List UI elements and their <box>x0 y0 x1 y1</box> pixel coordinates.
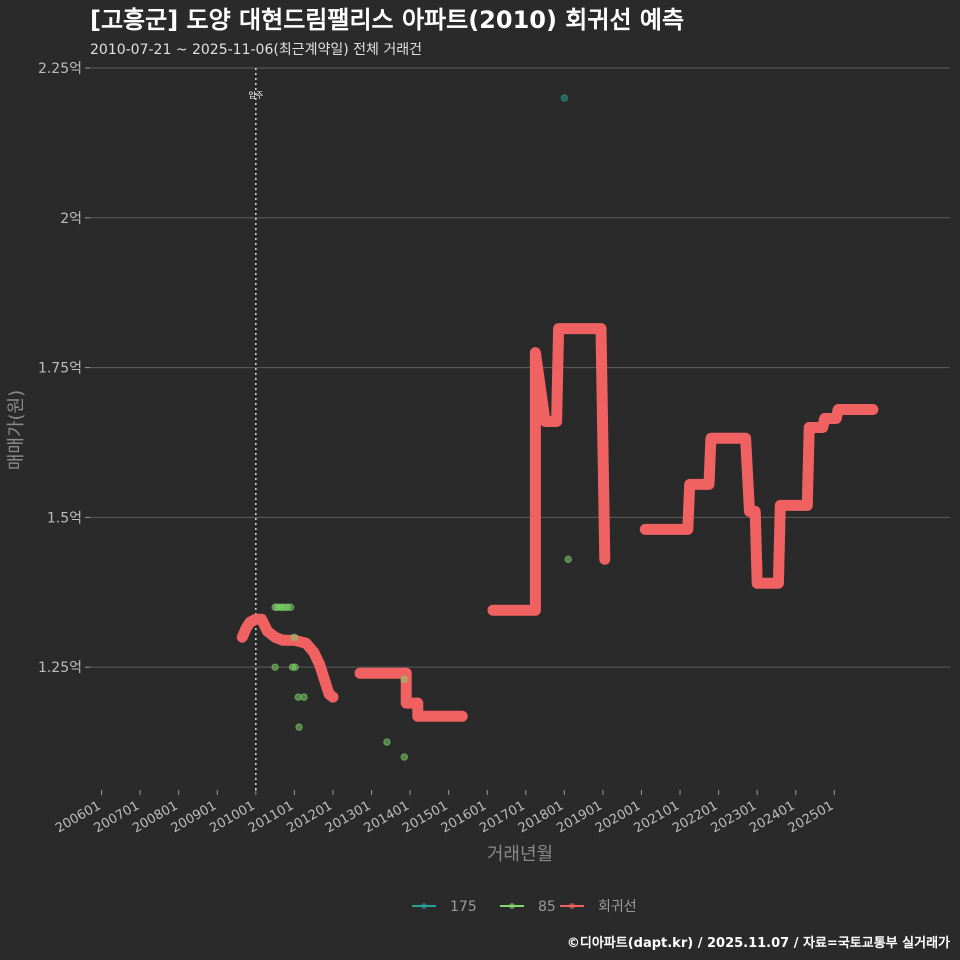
data-point-85 <box>400 675 409 683</box>
regression-line-segment <box>236 613 339 703</box>
caption: ©디아파트(dapt.kr) / 2025.11.07 / 자료=국토교통부 실… <box>567 935 950 951</box>
data-point-85 <box>271 663 279 671</box>
legend-key-dot <box>421 903 427 909</box>
y-axis-label: 매매가(원) <box>6 390 27 470</box>
y-tick-label: 1.25억 <box>38 660 82 676</box>
y-tick-label: 2.25억 <box>38 61 82 77</box>
x-axis-ticks: 2006012007012008012009012010012011012012… <box>53 790 836 836</box>
data-point-175 <box>560 94 569 102</box>
regression-line-group <box>236 323 879 722</box>
data-point-85 <box>291 663 299 671</box>
y-tick-label: 2억 <box>60 211 82 227</box>
legend-key-dot <box>509 903 515 909</box>
legend-label: 회귀선 <box>598 899 637 915</box>
legend-label: 85 <box>538 899 556 915</box>
regression-line-segment <box>354 667 468 722</box>
data-point-85 <box>564 555 572 564</box>
legend-label: 175 <box>450 899 477 915</box>
data-point-85 <box>383 738 391 746</box>
regression-line-segment <box>639 404 879 589</box>
data-point-85 <box>400 753 409 761</box>
annotation-group: 입주 <box>248 68 263 790</box>
legend: 175 85 회귀선 <box>412 899 637 915</box>
data-point-85 <box>290 633 299 641</box>
regression-line-segment <box>487 323 611 616</box>
data-point-85 <box>295 723 303 731</box>
chart-subtitle: 2010-07-21 ~ 2025-11-06(최근계약일) 전체 거래건 <box>90 42 422 58</box>
legend-key-dot <box>569 903 575 909</box>
y-tick-label: 1.75억 <box>38 361 82 377</box>
y-tick-label: 1.5억 <box>47 510 82 526</box>
x-axis-label: 거래년월 <box>487 844 553 865</box>
grid <box>90 67 950 668</box>
chart-title: [고흥군] 도양 대현드림팰리스 아파트(2010) 회귀선 예측 <box>90 6 684 34</box>
points-group <box>271 94 572 761</box>
y-axis-ticks: 1.25억 1.5억 1.75억 2억 2.25억 <box>38 61 90 676</box>
move-in-label: 입주 <box>248 91 263 100</box>
data-point-85 <box>300 693 308 701</box>
data-point-85 <box>286 603 295 611</box>
